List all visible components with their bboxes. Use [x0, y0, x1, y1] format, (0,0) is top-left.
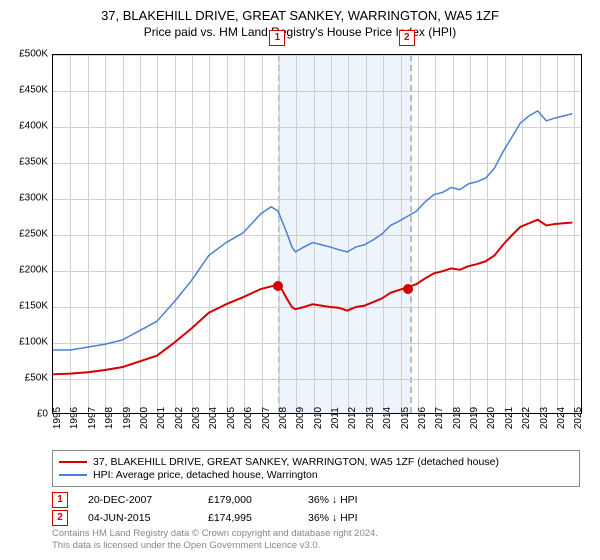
sales-hpi-diff: 36% ↓ HPI	[308, 512, 408, 524]
title-subtitle: Price paid vs. HM Land Registry's House …	[0, 25, 600, 39]
x-tick-label: 2005	[226, 407, 237, 429]
series-hpi	[53, 111, 572, 350]
sales-row: 2 04-JUN-2015£174,99536% ↓ HPI	[52, 510, 408, 526]
x-tick-label: 2000	[139, 407, 150, 429]
legend-box: 37, BLAKEHILL DRIVE, GREAT SANKEY, WARRI…	[52, 450, 580, 487]
x-tick-label: 2002	[174, 407, 185, 429]
title-address: 37, BLAKEHILL DRIVE, GREAT SANKEY, WARRI…	[0, 8, 600, 23]
legend-row: 37, BLAKEHILL DRIVE, GREAT SANKEY, WARRI…	[59, 456, 573, 468]
title-block: 37, BLAKEHILL DRIVE, GREAT SANKEY, WARRI…	[0, 0, 600, 39]
x-tick-label: 1995	[52, 407, 63, 429]
x-tick-label: 2012	[347, 407, 358, 429]
sales-date: 04-JUN-2015	[88, 512, 208, 524]
chart-container: 37, BLAKEHILL DRIVE, GREAT SANKEY, WARRI…	[0, 0, 600, 560]
x-tick-label: 2001	[156, 407, 167, 429]
y-tick-label: £400K	[19, 121, 48, 132]
y-tick-label: £250K	[19, 229, 48, 240]
sales-hpi-diff: 36% ↓ HPI	[308, 494, 408, 506]
y-tick-label: £500K	[19, 49, 48, 60]
x-tick-label: 2021	[504, 407, 515, 429]
x-tick-label: 2018	[452, 407, 463, 429]
x-tick-label: 2022	[521, 407, 532, 429]
series-svg	[53, 55, 581, 413]
footer-line1: Contains HM Land Registry data © Crown c…	[52, 528, 378, 540]
sales-date: 20-DEC-2007	[88, 494, 208, 506]
sales-table: 1 20-DEC-2007£179,00036% ↓ HPI 2 04-JUN-201…	[52, 490, 408, 528]
x-tick-label: 2008	[278, 407, 289, 429]
x-tick-label: 1996	[69, 407, 80, 429]
y-tick-label: £350K	[19, 157, 48, 168]
sale-marker: 1	[269, 30, 285, 46]
x-tick-label: 2007	[261, 407, 272, 429]
x-tick-label: 2006	[243, 407, 254, 429]
x-tick-label: 2019	[469, 407, 480, 429]
x-tick-label: 1998	[104, 407, 115, 429]
chart-area: £0£50K£100K£150K£200K£250K£300K£350K£400…	[52, 54, 582, 414]
x-tick-label: 2011	[330, 407, 341, 429]
legend-swatch	[59, 474, 87, 476]
x-tick-label: 1999	[122, 407, 133, 429]
x-tick-label: 2016	[417, 407, 428, 429]
y-tick-label: £150K	[19, 301, 48, 312]
sale-point	[403, 284, 413, 294]
x-tick-label: 2023	[539, 407, 550, 429]
x-tick-label: 2010	[313, 407, 324, 429]
x-tick-label: 2017	[434, 407, 445, 429]
sale-point	[273, 281, 283, 291]
legend-label: 37, BLAKEHILL DRIVE, GREAT SANKEY, WARRI…	[93, 456, 499, 468]
x-tick-label: 2004	[208, 407, 219, 429]
sales-marker-num: 1	[52, 492, 68, 508]
x-tick-label: 2020	[486, 407, 497, 429]
footer-line2: This data is licensed under the Open Gov…	[52, 540, 378, 552]
sales-price: £179,000	[208, 494, 308, 506]
y-tick-label: £50K	[25, 373, 48, 384]
y-tick-label: £450K	[19, 85, 48, 96]
y-tick-label: £300K	[19, 193, 48, 204]
plot-region	[52, 54, 582, 414]
x-tick-label: 2024	[556, 407, 567, 429]
footer-attribution: Contains HM Land Registry data © Crown c…	[52, 528, 378, 552]
x-tick-label: 2009	[295, 407, 306, 429]
x-tick-label: 1997	[87, 407, 98, 429]
x-tick-label: 2003	[191, 407, 202, 429]
sales-row: 1 20-DEC-2007£179,00036% ↓ HPI	[52, 492, 408, 508]
sale-marker: 2	[399, 30, 415, 46]
x-tick-label: 2014	[382, 407, 393, 429]
sales-marker-num: 2	[52, 510, 68, 526]
x-tick-label: 2025	[573, 407, 584, 429]
legend-row: HPI: Average price, detached house, Warr…	[59, 469, 573, 481]
sales-price: £174,995	[208, 512, 308, 524]
y-tick-label: £100K	[19, 337, 48, 348]
x-tick-label: 2013	[365, 407, 376, 429]
y-tick-label: £0	[37, 409, 48, 420]
x-tick-label: 2015	[400, 407, 411, 429]
legend-label: HPI: Average price, detached house, Warr…	[93, 469, 318, 481]
legend-swatch	[59, 461, 87, 463]
y-tick-label: £200K	[19, 265, 48, 276]
